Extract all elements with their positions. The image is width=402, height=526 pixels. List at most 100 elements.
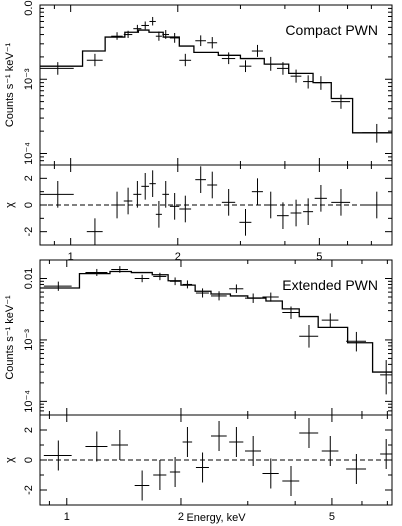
data-point (265, 191, 277, 219)
data-point (207, 37, 218, 49)
y-tick-label: -2 (23, 227, 35, 237)
data-point (299, 325, 319, 348)
data-point (40, 62, 74, 75)
data-point (244, 293, 261, 303)
y-tick-label: 2 (23, 175, 35, 181)
y-tick-label: 10⁻³ (23, 329, 35, 351)
data-point (276, 202, 289, 229)
y-axis-label: χ (4, 202, 16, 208)
y-tick-label: 0 (23, 202, 35, 208)
y-axis-label: Counts s⁻¹ keV⁻¹ (4, 42, 16, 127)
data-point (221, 52, 236, 65)
data-point (111, 430, 128, 460)
data-point (290, 69, 302, 83)
data-point (169, 193, 180, 220)
data-point (153, 460, 167, 490)
data-point (239, 60, 252, 73)
data-point (380, 439, 392, 469)
data-point (251, 44, 263, 57)
y-tick-label: 0 (23, 457, 35, 463)
data-point (162, 181, 170, 208)
data-point (346, 331, 367, 352)
data-point (134, 274, 150, 283)
residual-panel: 1 2 5 -2 0 2 χ Energy, keV (4, 414, 393, 524)
y-tick-label: 10⁻³ (23, 68, 35, 90)
data-point (85, 268, 108, 276)
data-point (282, 466, 300, 496)
y-tick-label: 0.01 (23, 268, 35, 289)
data-point (321, 436, 339, 466)
data-point (346, 454, 367, 484)
x-tick-label: 1 (64, 511, 70, 523)
y-tick-label: 2 (23, 427, 35, 433)
panel-title: Compact PWN (285, 22, 378, 38)
data-point (133, 181, 142, 208)
model-line (40, 29, 392, 134)
data-point (162, 30, 170, 39)
x-tick-label: 5 (329, 511, 335, 523)
data-point (169, 277, 181, 286)
data-point (380, 360, 392, 395)
data-point (182, 427, 193, 457)
data-point (211, 421, 227, 451)
data-point (303, 75, 314, 89)
data-point (211, 291, 227, 301)
panel-title: Extended PWN (282, 277, 378, 293)
data-point (276, 62, 289, 75)
data-point (155, 201, 162, 228)
data-point (331, 189, 351, 216)
data-point (149, 16, 156, 26)
data-point (111, 191, 123, 219)
data-point (86, 218, 103, 245)
data-point (314, 185, 327, 212)
data-point (239, 209, 252, 236)
residual-panel: 1 2 5 -2 0 2 χ (4, 164, 393, 263)
data-point (179, 195, 192, 223)
data-point (153, 272, 167, 281)
data-point (141, 173, 149, 200)
data-point (251, 178, 263, 205)
data-point (362, 123, 391, 143)
x-tick-label: 2 (178, 511, 184, 523)
y-axis-label: χ (4, 457, 16, 463)
data-point (111, 266, 128, 273)
data-point (321, 313, 339, 328)
data-point (123, 187, 133, 215)
x-axis-label: Energy, keV (186, 512, 246, 524)
data-point (207, 171, 218, 199)
spectrum-panel: 0.01 10⁻³ 10⁻⁴ Compact PWN Counts s⁻¹ keV⁻¹ (4, 0, 393, 166)
data-point (40, 181, 74, 208)
y-tick-label: -2 (23, 485, 35, 495)
x-tick-label: 1 (68, 251, 74, 263)
data-point (195, 452, 209, 483)
data-point (111, 32, 123, 40)
spectrum-panel: 0.01 10⁻³ 10⁻⁴ Extended PWN Counts s⁻¹ keV⁻¹ (4, 259, 393, 416)
data-point (290, 199, 302, 227)
y-tick-label: 10⁻⁴ (23, 142, 35, 165)
data-point (195, 166, 206, 193)
data-point (265, 56, 277, 71)
data-point (155, 31, 162, 41)
data-point (262, 458, 279, 489)
data-point (43, 440, 72, 471)
data-point (303, 198, 314, 225)
data-point (299, 418, 319, 448)
data-point (331, 94, 351, 109)
data-point (182, 280, 193, 289)
data-point (282, 306, 300, 319)
data-point (149, 170, 156, 197)
data-point (86, 53, 103, 67)
data-point (141, 21, 149, 30)
data-point (229, 427, 244, 457)
data-point (85, 431, 108, 462)
data-point (195, 288, 209, 298)
y-tick-label: 10⁻⁴ (23, 390, 35, 413)
data-point (169, 457, 181, 487)
data-point (179, 53, 192, 67)
data-point (314, 76, 327, 90)
model-line (40, 270, 392, 373)
data-point (195, 35, 206, 47)
data-point (169, 32, 180, 43)
data-point (221, 189, 236, 216)
